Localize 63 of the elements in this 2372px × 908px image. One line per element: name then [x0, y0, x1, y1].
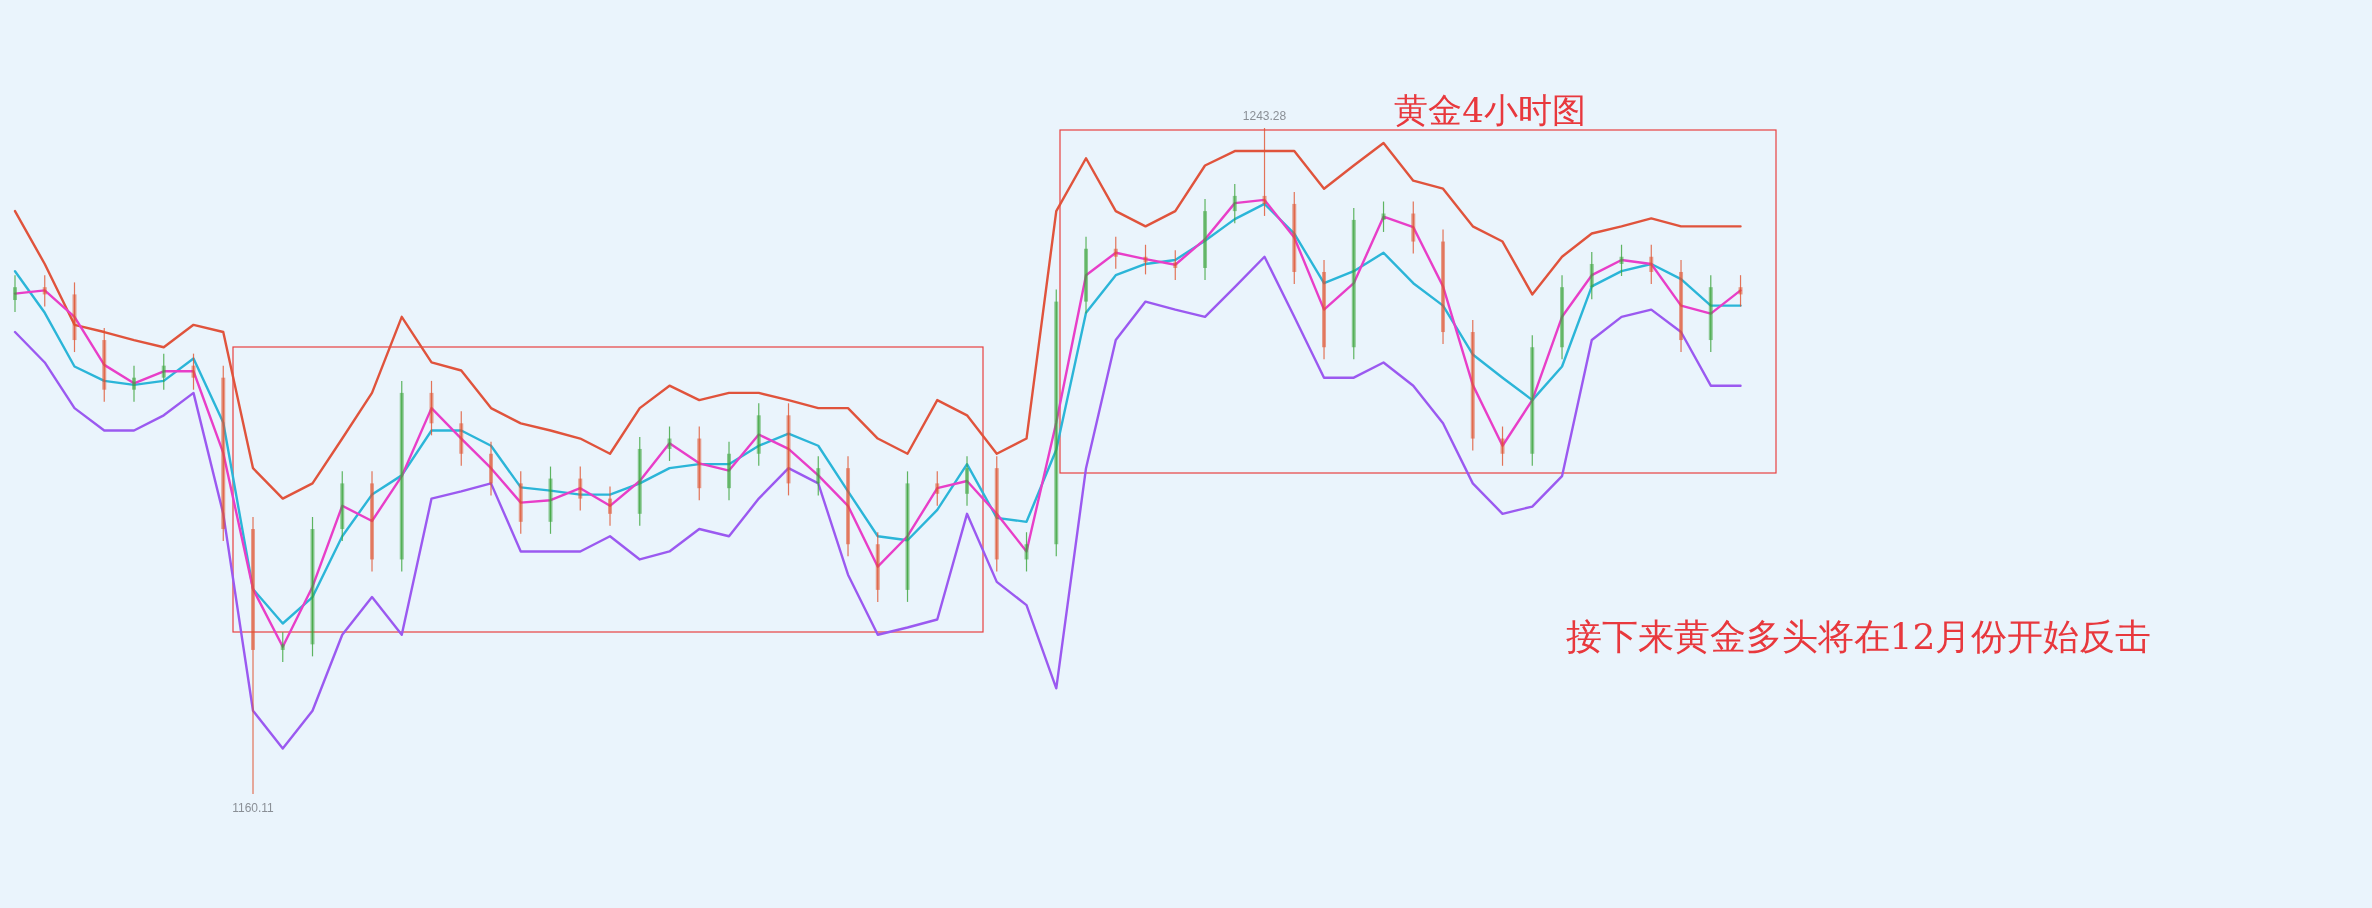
candlestick	[459, 410, 464, 467]
candlestick	[1173, 249, 1178, 281]
candlestick	[667, 425, 672, 462]
candlestick	[310, 516, 315, 657]
chart-title: 黄金4小时图	[1394, 90, 1586, 130]
candlestick	[1679, 259, 1684, 353]
candlestick	[1619, 244, 1624, 277]
candlestick	[340, 470, 345, 542]
candlestick	[1589, 251, 1594, 300]
candlestick	[1084, 236, 1089, 315]
candlestick	[1054, 289, 1059, 557]
candlestick	[1262, 127, 1267, 217]
candlestick	[132, 365, 136, 403]
candlestick	[1738, 274, 1743, 308]
candlestick	[489, 441, 494, 496]
candlestick	[875, 531, 880, 603]
candlestick	[1500, 425, 1505, 467]
candlestick	[548, 465, 553, 535]
candlestick	[935, 470, 940, 507]
candlestick	[786, 402, 791, 496]
candlestick	[1649, 244, 1654, 285]
candlestick	[1530, 334, 1535, 467]
candlestick	[756, 402, 761, 467]
candlestick	[429, 380, 434, 436]
candlestick	[1708, 274, 1713, 353]
candlestick	[578, 465, 583, 512]
candlestick	[965, 455, 970, 507]
candlestick	[1560, 274, 1565, 360]
candlestick	[221, 365, 226, 542]
candlestick	[1441, 228, 1446, 345]
annotation: 1243.28	[1242, 109, 1287, 123]
candlestick	[727, 441, 732, 501]
candlestick	[518, 470, 523, 535]
candlestick	[1381, 200, 1386, 233]
candlestick	[1411, 200, 1416, 255]
candlestick	[370, 470, 375, 573]
candlestick	[13, 274, 17, 313]
candlestick	[994, 455, 999, 573]
candlestick	[280, 631, 285, 663]
candlestick	[1232, 183, 1237, 224]
candlestick	[1203, 198, 1208, 281]
candlestick	[191, 353, 196, 391]
annotation: 接下来黄金多头将在12月份开始反击	[1565, 616, 2152, 658]
candlestick	[161, 353, 166, 391]
candlestick	[905, 470, 910, 603]
candlestick	[102, 327, 107, 403]
candlestick	[1292, 191, 1297, 285]
candlestick	[399, 380, 404, 573]
candlestick	[251, 516, 255, 795]
candlestick	[637, 436, 642, 527]
candlestick	[846, 455, 851, 557]
candlestick	[1322, 259, 1327, 360]
candlestick	[697, 425, 702, 501]
candlestick	[1113, 236, 1118, 270]
candlestick	[1470, 319, 1475, 452]
annotation: 1160.11	[232, 801, 275, 815]
candlestick	[42, 274, 47, 308]
candlestick	[1024, 531, 1029, 573]
candlestick	[816, 455, 821, 496]
candlestick	[1143, 244, 1148, 275]
candlestick	[1351, 207, 1356, 360]
candlestick	[608, 485, 613, 527]
candlestick	[72, 281, 77, 353]
